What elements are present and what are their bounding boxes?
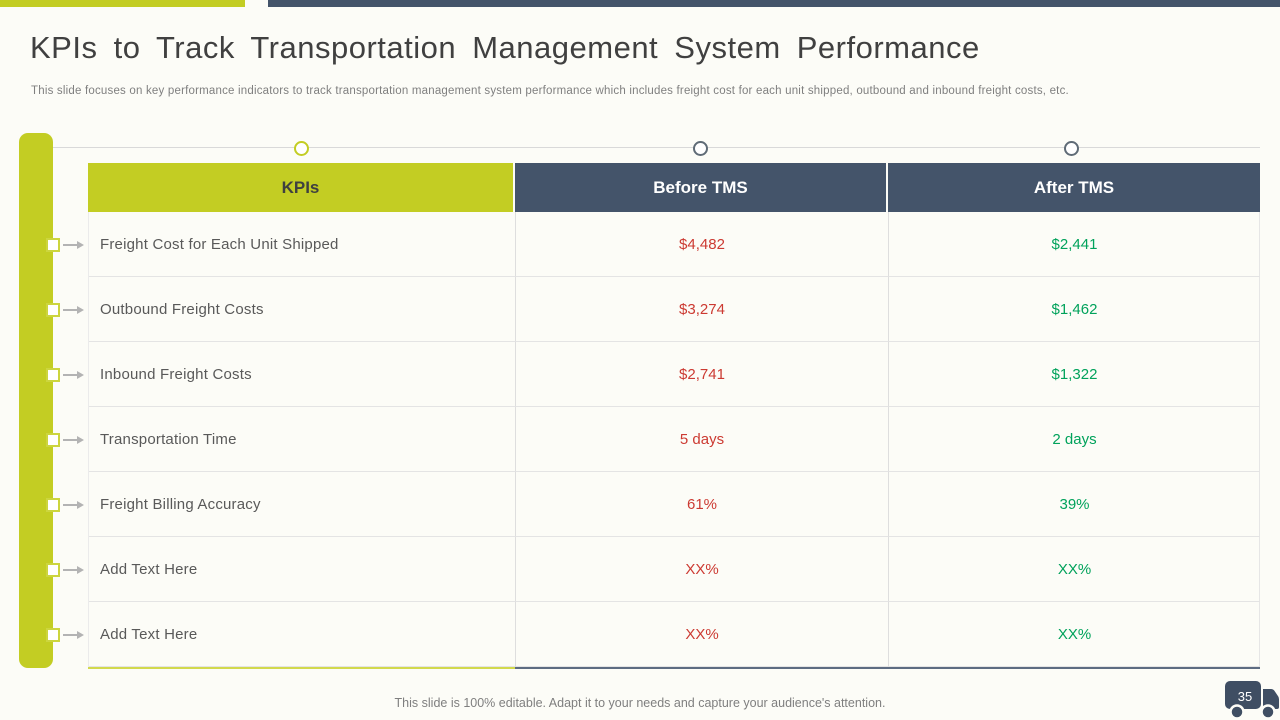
slide-footer-note: This slide is 100% editable. Adapt it to… xyxy=(394,696,886,710)
before-value-cell: $2,741 xyxy=(515,342,888,407)
bottom-border-slate xyxy=(515,667,1260,669)
table-row: Transportation Time 5 days 2 days xyxy=(89,407,1260,472)
after-value-cell: 39% xyxy=(888,472,1260,537)
table-bottom-border xyxy=(88,667,1260,669)
before-value-cell: $3,274 xyxy=(515,277,888,342)
table-header-after-tms: After TMS xyxy=(888,163,1260,212)
row-marker xyxy=(46,237,84,252)
table-header-kpis: KPIs xyxy=(88,163,515,212)
kpi-cell: Freight Billing Accuracy xyxy=(89,472,515,537)
page-title: KPIs to Track Transportation Management … xyxy=(30,30,980,65)
marker-arrow-icon xyxy=(63,435,84,444)
row-marker xyxy=(46,302,84,317)
row-marker xyxy=(46,432,84,447)
table-row: Outbound Freight Costs $3,274 $1,462 xyxy=(89,277,1260,342)
top-accent-bar-left xyxy=(0,0,245,7)
table-row: Inbound Freight Costs $2,741 $1,322 xyxy=(89,342,1260,407)
after-value-cell: XX% xyxy=(888,537,1260,602)
page-number-badge: 35 xyxy=(1237,688,1253,704)
table-body: Freight Cost for Each Unit Shipped $4,48… xyxy=(88,212,1260,667)
marker-arrow-icon xyxy=(63,370,84,379)
kpi-comparison-table: KPIs Before TMS After TMS Freight Cost f… xyxy=(88,163,1260,669)
column-node-kpis xyxy=(294,141,309,156)
before-value-cell: 61% xyxy=(515,472,888,537)
marker-square-icon xyxy=(46,497,60,512)
before-value-cell: XX% xyxy=(515,602,888,667)
row-marker xyxy=(46,367,84,382)
after-value-cell: XX% xyxy=(888,602,1260,667)
after-value-cell: $2,441 xyxy=(888,212,1260,277)
row-marker xyxy=(46,497,84,512)
kpi-cell: Add Text Here xyxy=(89,602,515,667)
left-accent-bar xyxy=(19,133,53,668)
table-row: Freight Billing Accuracy 61% 39% xyxy=(89,472,1260,537)
marker-square-icon xyxy=(46,627,60,642)
table-row: Add Text Here XX% XX% xyxy=(89,537,1260,602)
marker-square-icon xyxy=(46,367,60,382)
marker-arrow-icon xyxy=(63,630,84,639)
kpi-cell: Freight Cost for Each Unit Shipped xyxy=(89,212,515,277)
after-value-cell: $1,462 xyxy=(888,277,1260,342)
marker-square-icon xyxy=(46,562,60,577)
before-value-cell: 5 days xyxy=(515,407,888,472)
connector-line xyxy=(53,147,1260,148)
bottom-border-lime xyxy=(88,667,515,669)
column-node-after-tms xyxy=(1064,141,1079,156)
table-header-row: KPIs Before TMS After TMS xyxy=(88,163,1260,212)
marker-arrow-icon xyxy=(63,240,84,249)
row-marker xyxy=(46,627,84,642)
marker-square-icon xyxy=(46,237,60,252)
row-marker xyxy=(46,562,84,577)
table-row: Add Text Here XX% XX% xyxy=(89,602,1260,667)
kpi-cell: Inbound Freight Costs xyxy=(89,342,515,407)
table-header-before-tms: Before TMS xyxy=(515,163,888,212)
before-value-cell: XX% xyxy=(515,537,888,602)
top-accent-bar-right xyxy=(268,0,1280,7)
marker-arrow-icon xyxy=(63,305,84,314)
truck-icon xyxy=(1224,679,1280,720)
column-node-before-tms xyxy=(693,141,708,156)
kpi-cell: Outbound Freight Costs xyxy=(89,277,515,342)
before-value-cell: $4,482 xyxy=(515,212,888,277)
marker-square-icon xyxy=(46,432,60,447)
marker-square-icon xyxy=(46,302,60,317)
slide-subtitle: This slide focuses on key performance in… xyxy=(31,85,1069,97)
after-value-cell: 2 days xyxy=(888,407,1260,472)
marker-arrow-icon xyxy=(63,500,84,509)
after-value-cell: $1,322 xyxy=(888,342,1260,407)
kpi-cell: Add Text Here xyxy=(89,537,515,602)
marker-arrow-icon xyxy=(63,565,84,574)
table-row: Freight Cost for Each Unit Shipped $4,48… xyxy=(89,212,1260,277)
kpi-cell: Transportation Time xyxy=(89,407,515,472)
